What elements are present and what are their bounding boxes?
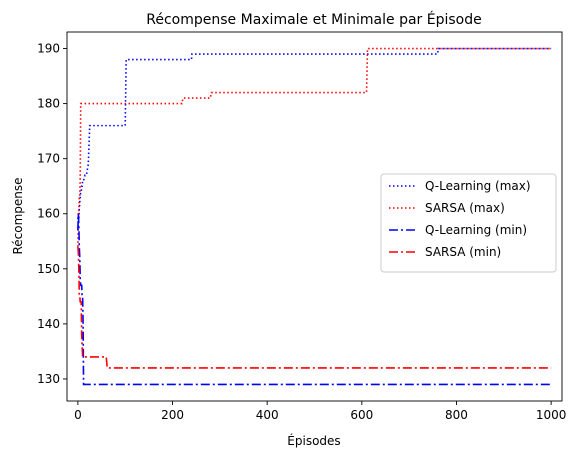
- x-axis: 0 200 400 600 800 1000: [74, 401, 566, 422]
- x-tick-label: 600: [350, 408, 373, 422]
- legend: Q-Learning (max) SARSA (max) Q-Learning (m…: [380, 173, 557, 273]
- y-tick-label: 150: [37, 262, 60, 276]
- y-axis-label: Récompense: [11, 177, 25, 254]
- x-tick-label: 1000: [536, 408, 567, 422]
- x-tick-label: 200: [161, 408, 184, 422]
- chart-title: Récompense Maximale et Minimale par Épis…: [146, 11, 481, 28]
- legend-label-1: SARSA (max): [425, 201, 505, 215]
- series-line-0: [77, 47, 552, 220]
- series-line-3: [77, 246, 552, 369]
- legend-label-0: Q-Learning (max): [425, 179, 531, 193]
- legend-label-3: SARSA (min): [425, 245, 501, 259]
- y-tick-label: 170: [37, 152, 60, 166]
- x-axis-label: Épisodes: [287, 433, 340, 448]
- y-tick-label: 160: [37, 207, 60, 221]
- x-tick-label: 800: [445, 408, 468, 422]
- series-line-2: [77, 213, 552, 386]
- x-tick-label: 0: [74, 408, 82, 422]
- legend-label-2: Q-Learning (min): [425, 223, 527, 237]
- y-tick-label: 140: [37, 317, 60, 331]
- y-tick-label: 190: [37, 42, 60, 56]
- y-tick-label: 130: [37, 372, 60, 386]
- series-line-1: [77, 47, 552, 247]
- legend-box: [380, 173, 557, 273]
- axes-frame: [66, 31, 563, 402]
- plot-area: [77, 47, 552, 386]
- y-tick-label: 180: [37, 97, 60, 111]
- y-axis: 130 140 150 160 170 180 190: [37, 42, 67, 386]
- x-tick-label: 400: [256, 408, 279, 422]
